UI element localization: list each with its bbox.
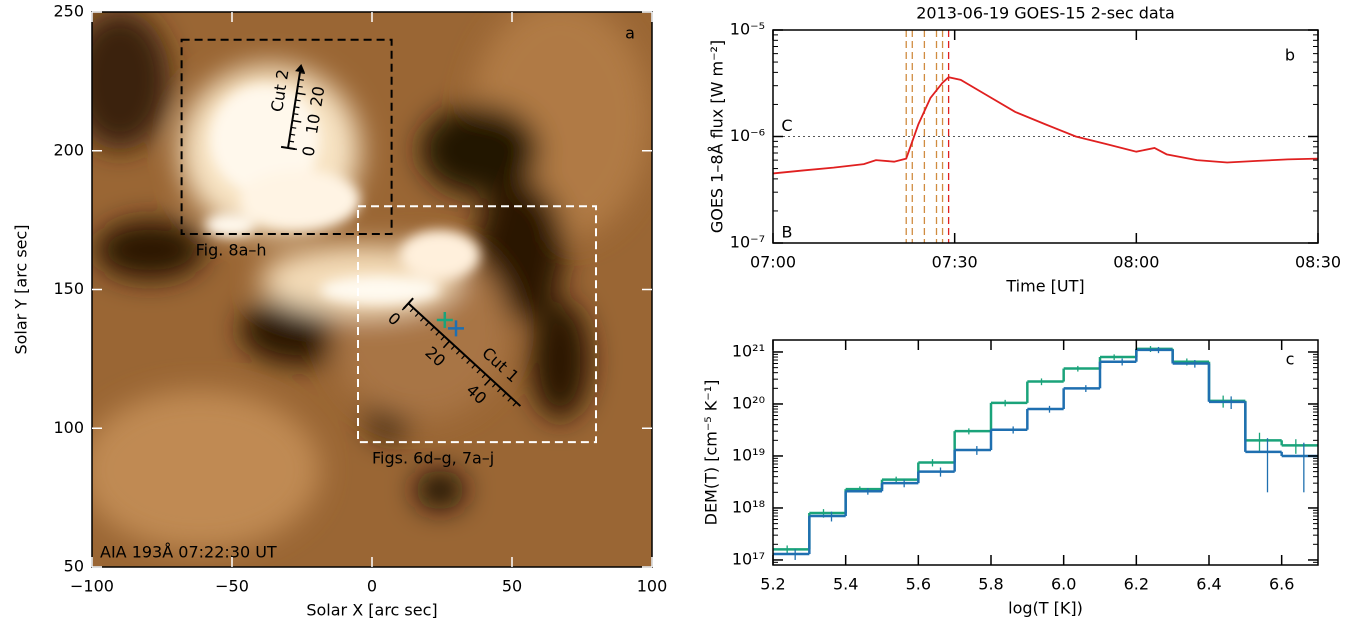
cut-arrow xyxy=(295,64,305,73)
x-tick-label: 6.6 xyxy=(1269,575,1294,594)
cut-minor-tick xyxy=(450,345,456,350)
x-tick-label: −50 xyxy=(215,577,249,596)
cut-minor-tick xyxy=(288,140,295,143)
cut-minor-tick xyxy=(491,383,497,388)
y-tick-label: 10⁻⁶ xyxy=(730,126,765,145)
y-tick-label: 10²⁰ xyxy=(732,393,765,412)
dem-plot-area xyxy=(773,346,1318,560)
position-marker xyxy=(436,312,453,329)
x-axis-label: log(T [K]) xyxy=(1008,599,1083,618)
cut-minor-tick xyxy=(455,350,461,355)
y-tick-label: 250 xyxy=(53,2,84,21)
cut-tick xyxy=(292,119,302,123)
x-tick-label: 6.4 xyxy=(1196,575,1221,594)
x-tick-label: 07:00 xyxy=(750,253,796,272)
x-tick-label: 100 xyxy=(637,577,668,596)
cut-minor-tick xyxy=(471,364,476,369)
cut-minor-tick xyxy=(294,106,300,109)
plot-frame xyxy=(772,339,1319,566)
cut-minor-tick xyxy=(466,359,471,364)
x-tick-label: 0 xyxy=(367,577,377,596)
panel-label: c xyxy=(1286,350,1295,369)
cut-tick xyxy=(287,147,298,151)
cut-minor-tick xyxy=(512,401,517,407)
cut-minor-tick xyxy=(461,354,466,360)
x-tick-label: 07:30 xyxy=(932,253,978,272)
cut-tick-label: 10 xyxy=(302,112,324,135)
x-tick-label: 08:00 xyxy=(1113,253,1159,272)
x-tick-label: 50 xyxy=(502,577,522,596)
cut-line xyxy=(287,71,302,149)
cut-minor-tick xyxy=(502,392,507,397)
y-axis-label: DEM(T) [cm⁻⁵ K⁻¹] xyxy=(702,380,721,526)
cut-minor-tick xyxy=(298,78,304,81)
cut-minor-tick xyxy=(476,368,481,374)
cut-minor-tick xyxy=(430,326,435,332)
region-label: Fig. 8a–h xyxy=(196,241,267,260)
panel-label: b xyxy=(1285,46,1295,65)
x-tick-label: 6.0 xyxy=(1051,575,1076,594)
cut-minor-tick xyxy=(425,321,430,327)
class-level-label: B xyxy=(782,223,793,242)
cut-tick-label: 0 xyxy=(299,145,319,158)
x-tick-label: 6.2 xyxy=(1124,575,1149,594)
x-tick-label: 5.2 xyxy=(760,575,785,594)
cut-minor-tick xyxy=(440,335,445,341)
y-tick-label: 100 xyxy=(53,418,84,437)
x-tick-label: −100 xyxy=(70,577,114,596)
y-tick-label: 200 xyxy=(53,140,84,159)
region-label: Figs. 6d–g, 7a–j xyxy=(372,449,494,468)
x-tick-label: 08:30 xyxy=(1295,253,1341,272)
y-axis-label: Solar Y [arc sec] xyxy=(12,224,31,354)
region-box xyxy=(180,38,393,235)
cut-minor-tick xyxy=(297,85,303,88)
y-tick-label: 10¹⁸ xyxy=(732,497,765,516)
y-tick-label: 10⁻⁷ xyxy=(730,233,765,252)
cut-minor-tick xyxy=(435,331,440,336)
y-tick-label: 10¹⁹ xyxy=(732,445,765,464)
cut-minor-tick xyxy=(507,397,512,402)
x-tick-label: 5.4 xyxy=(833,575,858,594)
x-tick-label: 5.8 xyxy=(978,575,1003,594)
cut-minor-tick xyxy=(299,71,305,74)
cut-minor-tick xyxy=(295,99,301,102)
y-axis-label: GOES 1–8Å flux [W m⁻²] xyxy=(708,40,727,233)
cut-minor-tick xyxy=(291,126,297,129)
cut-tick-label: 20 xyxy=(306,85,328,108)
cut-tick xyxy=(296,92,306,96)
cut-minor-tick xyxy=(414,312,420,317)
position-marker xyxy=(448,320,464,337)
cut-minor-tick xyxy=(290,133,296,136)
y-tick-label: 10²¹ xyxy=(732,341,765,360)
cut-minor-tick xyxy=(409,307,414,313)
x-tick-label: 5.6 xyxy=(906,575,931,594)
x-axis-label: Solar X [arc sec] xyxy=(306,601,437,620)
y-tick-label: 10¹⁷ xyxy=(732,549,765,568)
class-level-label: C xyxy=(781,116,792,135)
panel-label: a xyxy=(625,24,635,43)
y-tick-label: 10⁻⁵ xyxy=(730,20,765,39)
region-box xyxy=(357,205,597,444)
cut-minor-tick xyxy=(497,387,502,393)
euv-image xyxy=(92,12,652,567)
flux-line xyxy=(772,76,1319,175)
x-axis-label: Time [UT] xyxy=(1005,277,1084,296)
cut-tick xyxy=(442,340,451,349)
cut-line xyxy=(407,302,522,407)
y-tick-label: 50 xyxy=(64,557,84,576)
cut-tick xyxy=(483,378,492,386)
cut-minor-tick xyxy=(293,113,299,116)
cut-minor-tick xyxy=(419,317,425,322)
y-tick-label: 150 xyxy=(53,279,84,298)
cut-minor-tick xyxy=(481,373,486,379)
cut-tick xyxy=(401,302,409,311)
chart-title: 2013-06-19 GOES-15 2-sec data xyxy=(916,4,1175,23)
image-caption: AIA 193Å 07:22:30 UT xyxy=(100,543,277,562)
